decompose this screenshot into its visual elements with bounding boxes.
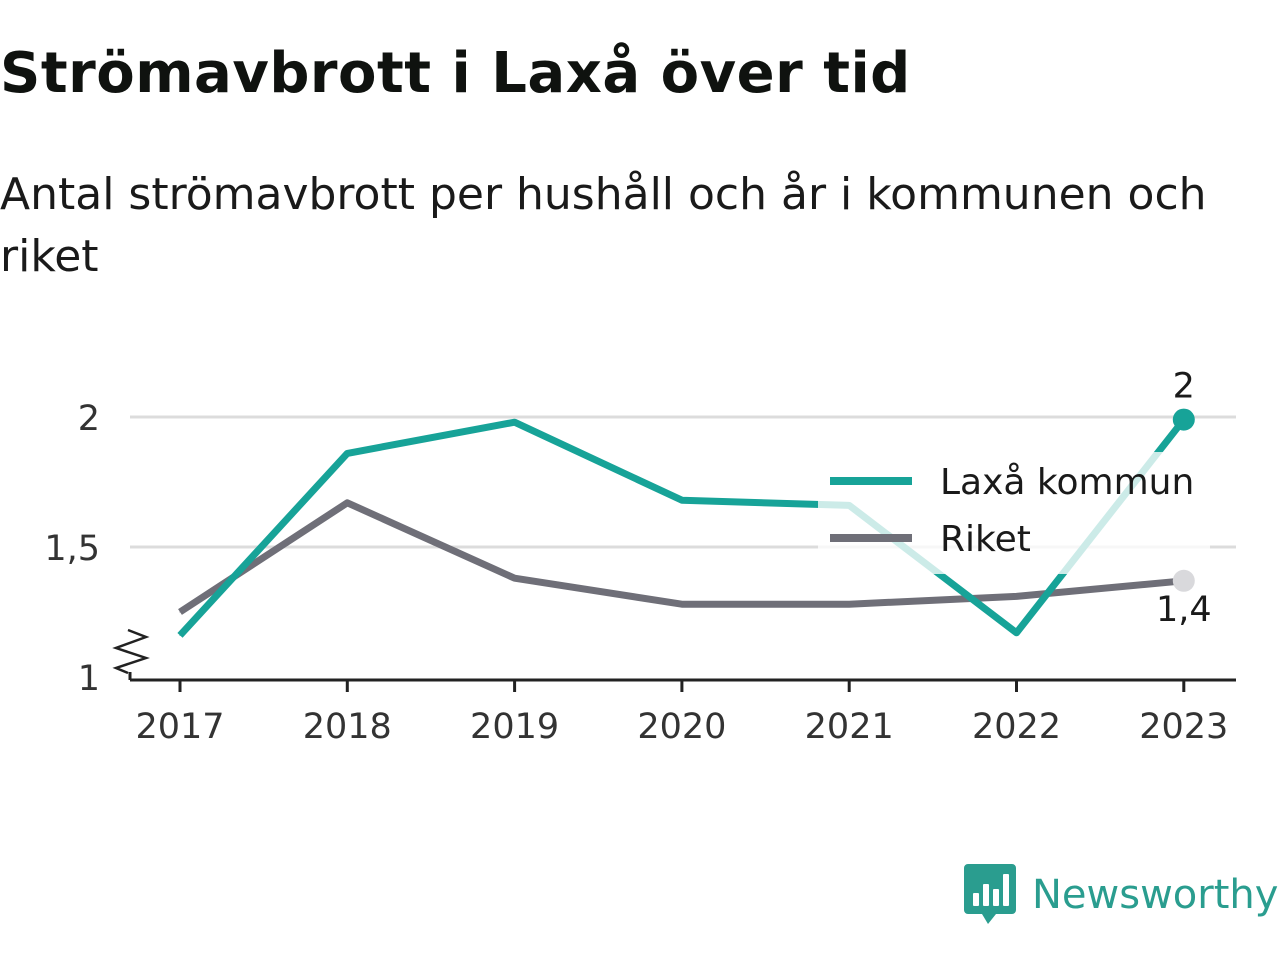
data-point: [346, 452, 348, 454]
x-tick-label: 2020: [637, 707, 726, 747]
data-point: [179, 611, 181, 613]
x-tick-label: 2023: [1139, 707, 1228, 747]
data-point: [346, 502, 348, 504]
x-tick-label: 2017: [135, 707, 224, 747]
newsworthy-logo-icon: [964, 864, 1016, 924]
data-point: [179, 634, 181, 636]
data-point: [514, 421, 516, 423]
data-point: [1016, 595, 1017, 597]
data-point: [681, 499, 683, 501]
end-marker-laxa: [1172, 408, 1195, 431]
legend-label: Riket: [940, 519, 1031, 560]
y-tick-label: 1: [78, 659, 100, 699]
end-marker-riket: [1172, 569, 1195, 592]
end-label-riket: 1,4: [1156, 590, 1212, 630]
y-tick-label: 2: [78, 399, 100, 439]
x-tick-label: 2019: [470, 707, 559, 747]
end-label-laxa: 2: [1173, 367, 1195, 407]
brand-name: Newsworthy: [1032, 872, 1279, 918]
x-tick-label: 2021: [805, 707, 894, 747]
chart-subtitle: Antal strömavbrott per hushåll och år i …: [0, 169, 1207, 282]
axis-break-icon: [112, 628, 150, 675]
legend-label: Laxå kommun: [940, 462, 1194, 503]
data-point: [1016, 632, 1017, 634]
legend-background: [818, 452, 1210, 574]
data-point: [514, 577, 516, 579]
axes: 1 1,5 2 2017 2018 2019 2020 2021 2022 2023: [44, 399, 1236, 747]
data-point: [681, 603, 683, 605]
chart-title: Strömavbrott i Laxå över tid: [0, 41, 911, 106]
x-tick-label: 2018: [303, 707, 392, 747]
data-point: [848, 603, 850, 605]
brand: Newsworthy: [964, 862, 1278, 928]
y-tick-label: 1,5: [44, 529, 100, 569]
x-tick-label: 2022: [972, 707, 1061, 747]
legend: Laxå kommun Riket: [818, 452, 1210, 574]
end-labels: 21,4: [1156, 367, 1212, 630]
